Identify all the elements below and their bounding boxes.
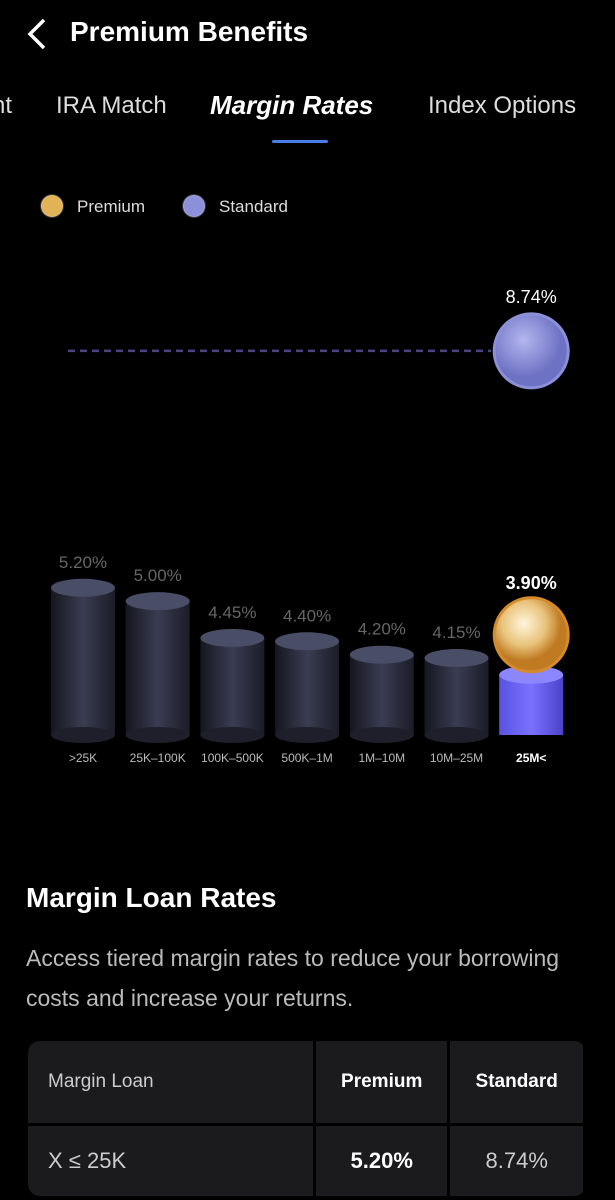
table-cell: 5.20% bbox=[314, 1123, 451, 1196]
bar bbox=[424, 658, 489, 735]
x-tick-label: >25K bbox=[69, 751, 97, 765]
value-label: 4.45% bbox=[208, 603, 256, 622]
value-label: 5.00% bbox=[134, 566, 182, 585]
bar-cap bbox=[51, 578, 115, 597]
bar bbox=[275, 641, 340, 735]
legend-label: Premium bbox=[77, 197, 145, 216]
value-label: 4.15% bbox=[432, 623, 480, 642]
bar-cap bbox=[424, 649, 489, 668]
standard-coin bbox=[492, 312, 570, 390]
bar-cap bbox=[125, 592, 190, 611]
premium-coin bbox=[492, 596, 570, 674]
table-cell: Standard bbox=[448, 1041, 586, 1125]
bar bbox=[200, 637, 265, 735]
x-tick-label: 25K–100K bbox=[130, 751, 186, 765]
tab[interactable]: IRA Match bbox=[56, 92, 167, 119]
x-tick-label: 1M–10M bbox=[358, 751, 405, 765]
table-row: Margin Loan Premium Standard bbox=[28, 1041, 586, 1125]
tab[interactable]: Margin Rates bbox=[210, 90, 374, 120]
back-icon[interactable] bbox=[0, 0, 615, 80]
table-cell: X ≤ 25K bbox=[28, 1123, 316, 1196]
bar-base bbox=[349, 727, 414, 743]
x-tick-label: 500K–1M bbox=[281, 751, 332, 765]
bar-base bbox=[424, 727, 489, 743]
tab-indicator bbox=[272, 140, 328, 143]
rates-table: Margin Loan Premium Standard X ≤ 25K 5.20% 8.… bbox=[28, 1041, 586, 1196]
section-title: Margin Loan Rates bbox=[26, 882, 277, 913]
value-label: 4.20% bbox=[358, 620, 406, 639]
bar-base bbox=[200, 727, 265, 743]
page-title: Premium Benefits bbox=[70, 16, 309, 47]
bar bbox=[349, 654, 414, 735]
chart: Premium Standard >25K 25K–100K 100K–500K 500K… bbox=[40, 194, 570, 765]
bar bbox=[499, 674, 564, 735]
legend-swatch bbox=[40, 194, 64, 218]
bar-cap bbox=[499, 665, 564, 684]
bar-cap bbox=[349, 645, 414, 664]
legend-swatch bbox=[182, 194, 206, 218]
bar-base bbox=[275, 727, 340, 743]
value-label: 3.90% bbox=[506, 573, 557, 593]
bar-base bbox=[51, 727, 115, 743]
tab[interactable]: Index Options bbox=[428, 92, 577, 119]
x-tick-label: 25M< bbox=[516, 751, 546, 765]
bar-cap bbox=[275, 632, 340, 651]
section-description: Access tiered margin rates to reduce you… bbox=[26, 945, 560, 1011]
bar bbox=[51, 587, 115, 735]
table-cell: Premium bbox=[314, 1041, 451, 1125]
tab[interactable]: nt bbox=[0, 92, 13, 119]
legend-label: Standard bbox=[219, 197, 288, 216]
value-label: 4.40% bbox=[283, 606, 331, 625]
table-row: X ≤ 25K 5.20% 8.74% bbox=[28, 1123, 586, 1196]
value-label: 8.74% bbox=[506, 287, 557, 307]
bar-base bbox=[125, 727, 190, 743]
table-cell: Margin Loan bbox=[28, 1041, 316, 1125]
x-tick-label: 10M–25M bbox=[430, 751, 483, 765]
value-label: 5.20% bbox=[59, 553, 107, 572]
x-tick-label: 100K–500K bbox=[201, 751, 264, 765]
table-cell: 8.74% bbox=[448, 1123, 586, 1196]
bar-cap bbox=[200, 628, 265, 647]
bar bbox=[125, 601, 190, 735]
